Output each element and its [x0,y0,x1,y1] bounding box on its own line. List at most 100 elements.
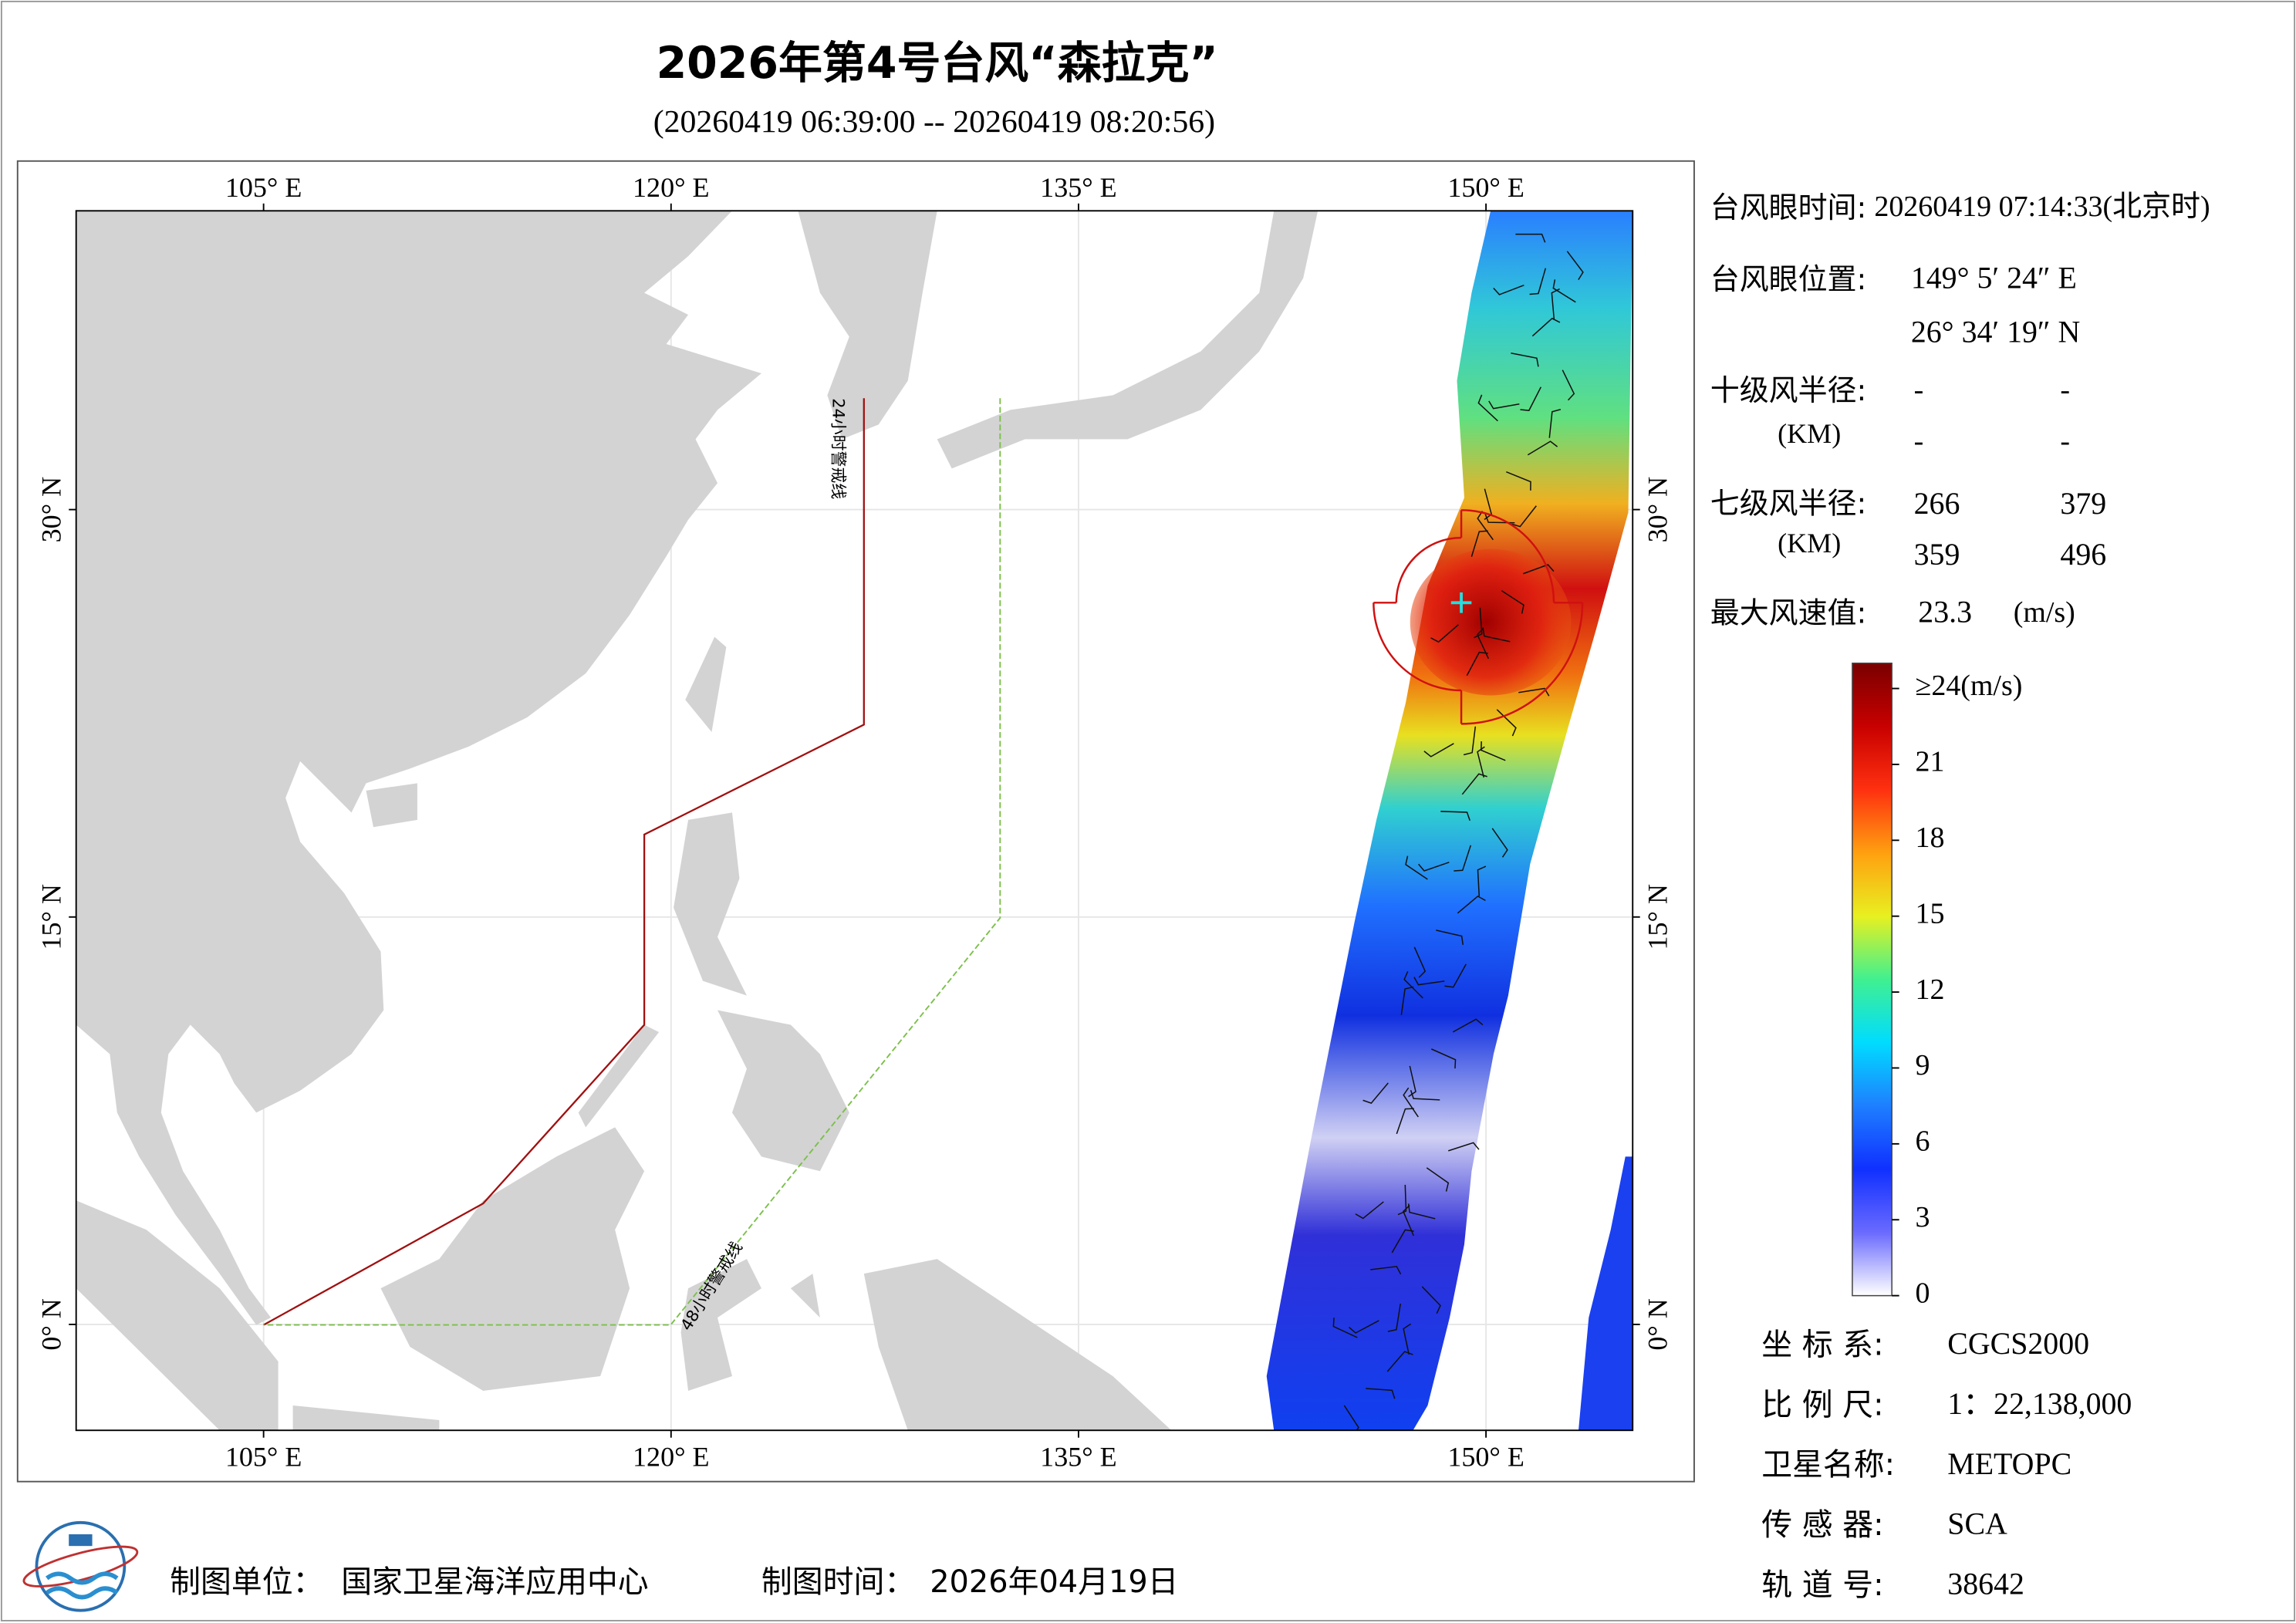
wind-barb [1405,855,1428,880]
wind-barb [1430,1048,1457,1069]
wind-barb [1403,1204,1414,1237]
radius-arc [1373,602,1462,692]
radius-arc [1461,602,1584,725]
wind-barb [1397,1184,1407,1216]
max-wind-value: 23.3 [1918,594,1972,629]
colorbar-tick-label: 9 [1916,1049,1930,1081]
wind-barb [1418,862,1450,872]
title: 2026年第4号台风“森拉克” [657,38,1218,89]
meta-value: SCA [1947,1507,2007,1541]
wind-barb [1511,505,1537,528]
wind-barb [1413,946,1427,978]
wind-barb [1477,865,1487,896]
wind-barb [1531,317,1561,337]
info-panel: 台风眼时间: 20260419 07:14:33(北京时) 台风眼位置: 149… [1710,191,2210,630]
radius7-value: 496 [2060,537,2106,572]
radius-arc [1395,536,1462,603]
footer-time: 2026年04月19日 [930,1564,1178,1600]
meta-label: 轨 道 号: [1761,1567,1883,1603]
wind-barb [1562,369,1575,401]
colorbar-tick-label: 3 [1916,1201,1930,1233]
wind-barb [1410,1090,1440,1101]
x-tick-label: 120° E [633,1441,710,1472]
wind-barb [1362,1082,1389,1104]
wind-barb [1463,726,1477,756]
eye-position-label: 台风眼位置: [1710,262,1866,296]
radius10-value: - [1914,425,1924,457]
radius10-label: 十级风半径: [1710,373,1866,407]
radius7-value: 266 [1914,486,1960,521]
colorbar-tick-label: 15 [1916,897,1945,930]
wind-barb [1430,624,1459,643]
radius7-value: 359 [1914,537,1960,572]
radius7-value: 379 [2060,486,2106,521]
wind-barb [1551,288,1560,319]
wind-barb [1477,511,1494,541]
wind-barb [1440,811,1470,822]
wind-barb [1566,251,1584,281]
y-tick-label: 0° N [36,1298,67,1350]
y-tick-label: 15° N [1643,884,1673,950]
wind-barb [1520,386,1541,411]
wind-barb [1457,895,1486,914]
y-tick-label: 0° N [1643,1298,1673,1350]
eye-lat: 26° 34′ 19″ N [1911,315,2080,349]
colorbar-ramp [1852,662,1893,1297]
logo-wave [46,1571,119,1585]
wind-barb [1454,845,1472,872]
wind-barb [1501,590,1524,614]
wind-barb [1421,1286,1441,1314]
eye-lon: 149° 5′ 24″ E [1911,261,2077,295]
wind-barb [1552,279,1576,303]
wind-barb [1396,1108,1414,1135]
wind-barb [1548,409,1562,438]
warning-label-24h: 24小时警戒线 [829,398,848,499]
x-tick-label: 120° E [633,172,710,203]
wind-barb [1448,1142,1480,1152]
max-wind-label: 最大风速值: [1710,596,1866,630]
wind-barb [1470,530,1488,557]
colorbar-tick-label: ≥24(m/s) [1916,670,2023,702]
footer-unit-label: 制图单位： [170,1564,323,1600]
wind-barb [1423,743,1454,758]
land-taiwan [685,636,727,732]
land-japan [937,211,1319,469]
y-tick-label: 30° N [36,477,67,543]
wind-barb [1491,828,1508,858]
wind-barb [1408,1065,1416,1098]
logo-wave [46,1586,119,1600]
footer-time-label: 制图时间： [761,1564,915,1600]
colorbar-tick-label: 21 [1916,746,1945,778]
x-tick-label: 150° E [1447,1441,1524,1472]
wind-barbs [1332,233,1584,1431]
land-sulawesi [680,1259,761,1391]
wind-barb [1366,1388,1396,1399]
meta-value: 1：22,138,000 [1947,1386,2132,1421]
wind-barb [1332,1318,1358,1338]
logo-orbit [22,1545,139,1588]
wind-barb [1403,1087,1419,1118]
wind-barb [1515,233,1546,243]
meta-label: 卫星名称: [1761,1447,1895,1483]
eye-time-value: 20260419 07:14:33(北京时) [1874,191,2210,223]
radius10-unit: (KM) [1778,418,1841,449]
wind-barb [1529,268,1547,295]
colorbar-tick-label: 12 [1916,973,1945,1006]
wind-barb [1343,1405,1359,1431]
eye-marker [1450,592,1472,613]
radius10-value: - [1914,373,1924,406]
wind-barb [1482,627,1511,643]
radius10-value: - [2060,373,2070,406]
wind-barb [1426,1167,1450,1192]
colorbar-tick-label: 0 [1916,1277,1930,1309]
meta-value: METOPC [1947,1446,2071,1481]
wind-barb [1477,746,1485,778]
wind-barb [1355,1201,1384,1220]
map-plot: 24小时警戒线 48小时警戒线 [76,211,1633,1431]
wind-barb [1452,1018,1484,1033]
land-mindanao [718,1010,849,1172]
wind-barb [1518,687,1550,697]
land-hainan [366,783,417,828]
